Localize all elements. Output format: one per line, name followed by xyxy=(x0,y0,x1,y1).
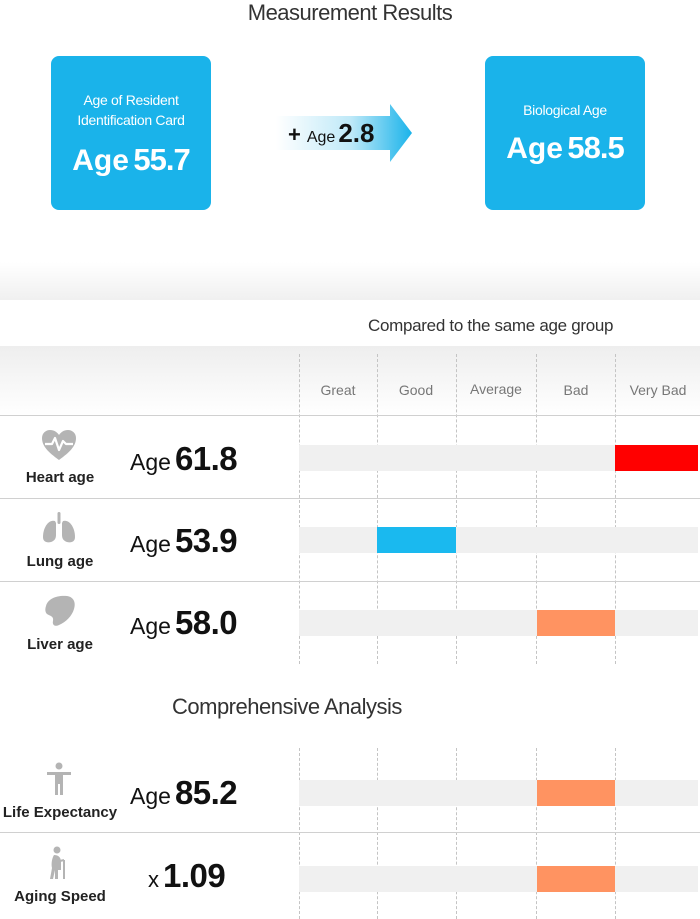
organ-age-value: Age 58.0 xyxy=(130,604,238,642)
row-divider xyxy=(0,581,700,582)
level-bar-bad xyxy=(537,866,615,892)
section-divider-band xyxy=(0,262,700,300)
page-title: Measurement Results xyxy=(247,0,453,25)
age-word: Age xyxy=(130,449,171,475)
age-number: 58.0 xyxy=(174,604,238,641)
age-word: Age xyxy=(130,531,171,557)
organ-age-value: Age 61.8 xyxy=(130,440,238,478)
level-track xyxy=(299,610,698,636)
heart-pulse-icon xyxy=(42,430,76,460)
value-prefix: Age xyxy=(130,783,171,809)
comprehensive-value: x 1.09 xyxy=(130,857,226,895)
level-header-good: Good xyxy=(398,382,434,398)
resident-age-card: Age of Resident Identification Card Age … xyxy=(51,56,211,210)
age-number: 53.9 xyxy=(174,522,238,559)
resident-age-number: 55.7 xyxy=(133,142,190,177)
row-divider xyxy=(0,415,700,416)
column-divider xyxy=(536,748,537,919)
row-divider xyxy=(0,498,700,499)
age-difference-text: + Age 2.8 xyxy=(288,118,374,149)
biological-age-card: Biological Age Age 58.5 xyxy=(485,56,645,210)
resident-age-label: Age of Resident Identification Card xyxy=(77,92,185,128)
lungs-icon xyxy=(43,512,75,543)
value-number: 1.09 xyxy=(163,857,226,894)
person-icon xyxy=(47,762,71,795)
value-prefix: x xyxy=(148,867,159,892)
elderly-person-icon xyxy=(50,846,65,879)
resident-age-value: Age 55.7 xyxy=(51,142,211,178)
comprehensive-label: Aging Speed xyxy=(14,888,106,905)
organ-label: Lung age xyxy=(26,553,94,570)
comparison-title: Compared to the same age group xyxy=(368,316,614,335)
level-header-bad: Bad xyxy=(563,382,589,398)
level-header-band xyxy=(0,346,700,416)
arrow-icon xyxy=(276,104,412,162)
difference-value: 2.8 xyxy=(338,118,375,148)
organ-label: Liver age xyxy=(27,636,93,653)
comprehensive-value: Age 85.2 xyxy=(130,774,238,812)
biological-age-label: Biological Age xyxy=(523,102,607,118)
liver-icon xyxy=(45,595,75,626)
age-word: Age xyxy=(130,613,171,639)
biological-age-word: Age xyxy=(506,132,563,165)
level-header-great: Great xyxy=(320,382,356,398)
row-divider xyxy=(0,832,700,833)
age-difference-arrow: + Age 2.8 xyxy=(276,104,412,162)
column-divider xyxy=(456,748,457,919)
organ-age-value: Age 53.9 xyxy=(130,522,238,560)
age-number: 61.8 xyxy=(174,440,238,477)
column-divider xyxy=(299,354,300,664)
level-track xyxy=(299,445,698,471)
organ-label: Heart age xyxy=(25,469,95,486)
column-divider xyxy=(615,354,616,664)
column-divider xyxy=(456,354,457,664)
level-bar-bad xyxy=(537,610,615,636)
level-bar-bad xyxy=(537,780,615,806)
biological-age-value: Age 58.5 xyxy=(485,130,645,166)
resident-age-word: Age xyxy=(72,144,129,177)
difference-sign: + xyxy=(288,122,301,147)
difference-age-word: Age xyxy=(306,129,336,146)
value-number: 85.2 xyxy=(174,774,238,811)
level-bar-very-bad xyxy=(615,445,698,471)
column-divider xyxy=(299,748,300,919)
column-divider xyxy=(377,748,378,919)
column-divider xyxy=(536,354,537,664)
comprehensive-analysis-title: Comprehensive Analysis xyxy=(172,694,402,719)
column-divider xyxy=(377,354,378,664)
level-track xyxy=(299,866,698,892)
level-track xyxy=(299,527,698,553)
level-bar-good xyxy=(377,527,456,553)
biological-age-number: 58.5 xyxy=(567,130,624,165)
level-track xyxy=(299,780,698,806)
level-header-very-bad: Very Bad xyxy=(629,382,687,398)
comprehensive-label: Life Expectancy xyxy=(2,804,118,821)
column-divider xyxy=(615,748,616,919)
level-header-average: Average xyxy=(470,381,522,397)
